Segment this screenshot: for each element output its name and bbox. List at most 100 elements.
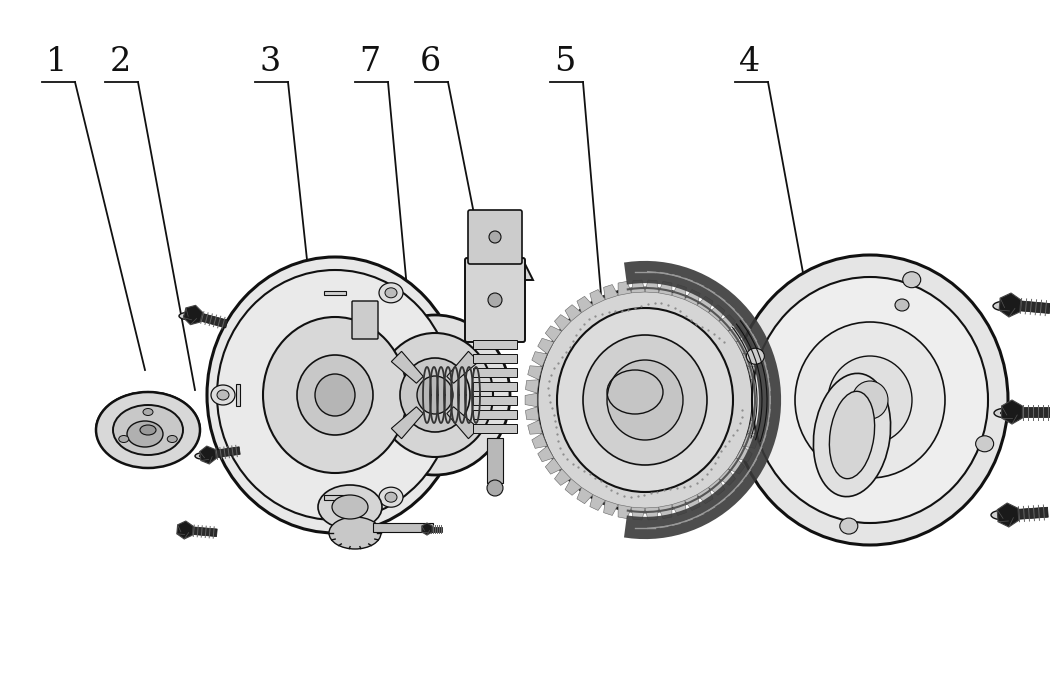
Ellipse shape <box>998 513 1008 517</box>
Circle shape <box>488 293 502 307</box>
Polygon shape <box>422 523 433 535</box>
Ellipse shape <box>994 408 1018 418</box>
Polygon shape <box>528 420 542 434</box>
Polygon shape <box>192 311 228 328</box>
Ellipse shape <box>385 288 397 298</box>
Polygon shape <box>753 393 764 407</box>
Ellipse shape <box>537 288 753 512</box>
Polygon shape <box>729 326 744 342</box>
Polygon shape <box>545 458 562 474</box>
Polygon shape <box>565 304 582 321</box>
Polygon shape <box>392 407 423 439</box>
Polygon shape <box>545 326 562 342</box>
Polygon shape <box>235 384 240 406</box>
Polygon shape <box>729 458 744 474</box>
Polygon shape <box>200 446 216 464</box>
Polygon shape <box>1009 300 1050 314</box>
Circle shape <box>487 480 503 496</box>
Ellipse shape <box>400 358 470 432</box>
Polygon shape <box>604 285 618 300</box>
Bar <box>472 424 517 433</box>
Ellipse shape <box>96 392 200 468</box>
Bar <box>487 438 503 483</box>
Ellipse shape <box>211 385 235 405</box>
Text: 1: 1 <box>46 46 67 78</box>
Ellipse shape <box>329 517 381 549</box>
Polygon shape <box>1000 293 1021 317</box>
Polygon shape <box>742 433 758 449</box>
FancyBboxPatch shape <box>465 258 525 342</box>
Ellipse shape <box>379 487 403 508</box>
Ellipse shape <box>993 301 1017 311</box>
Ellipse shape <box>583 335 707 465</box>
Ellipse shape <box>814 373 890 496</box>
FancyBboxPatch shape <box>352 301 378 339</box>
Ellipse shape <box>991 510 1015 520</box>
Text: 7: 7 <box>359 46 380 78</box>
Polygon shape <box>427 526 442 531</box>
Polygon shape <box>176 521 193 539</box>
Polygon shape <box>185 526 217 537</box>
Polygon shape <box>719 469 735 485</box>
Ellipse shape <box>178 312 197 320</box>
Polygon shape <box>525 407 539 420</box>
Text: 4: 4 <box>739 46 760 78</box>
Text: 6: 6 <box>419 46 441 78</box>
Polygon shape <box>709 479 724 496</box>
Polygon shape <box>709 304 724 321</box>
Ellipse shape <box>195 453 211 459</box>
Ellipse shape <box>1001 411 1011 415</box>
Ellipse shape <box>752 277 988 523</box>
Ellipse shape <box>217 270 453 520</box>
Polygon shape <box>324 495 346 500</box>
Polygon shape <box>748 420 762 434</box>
Polygon shape <box>1008 508 1048 520</box>
Ellipse shape <box>143 409 153 416</box>
Bar <box>472 354 517 363</box>
Polygon shape <box>565 479 582 496</box>
Ellipse shape <box>417 376 453 414</box>
Ellipse shape <box>465 333 475 341</box>
Text: 3: 3 <box>259 46 280 78</box>
Ellipse shape <box>217 390 229 400</box>
Polygon shape <box>538 446 553 462</box>
Ellipse shape <box>975 436 993 452</box>
Ellipse shape <box>119 435 129 442</box>
Bar <box>373 523 433 532</box>
Bar <box>472 340 517 349</box>
Polygon shape <box>658 281 672 295</box>
Polygon shape <box>719 314 735 331</box>
Polygon shape <box>618 505 631 519</box>
Polygon shape <box>576 487 593 504</box>
Polygon shape <box>525 380 539 393</box>
Polygon shape <box>447 351 479 383</box>
Polygon shape <box>697 487 713 504</box>
Polygon shape <box>1012 407 1050 417</box>
Ellipse shape <box>315 374 355 416</box>
Polygon shape <box>604 500 618 515</box>
Polygon shape <box>736 446 752 462</box>
Ellipse shape <box>830 391 875 479</box>
Bar <box>472 368 517 377</box>
Ellipse shape <box>297 355 373 435</box>
Bar <box>472 382 517 391</box>
FancyBboxPatch shape <box>468 210 522 264</box>
Bar <box>472 396 517 405</box>
Ellipse shape <box>385 492 397 502</box>
Polygon shape <box>554 469 571 485</box>
Polygon shape <box>998 503 1018 527</box>
Polygon shape <box>742 351 758 367</box>
Polygon shape <box>532 351 547 367</box>
Polygon shape <box>697 296 713 313</box>
Polygon shape <box>324 290 346 295</box>
Polygon shape <box>1002 400 1023 424</box>
Ellipse shape <box>747 348 764 364</box>
Polygon shape <box>736 338 752 354</box>
Ellipse shape <box>556 308 733 492</box>
Ellipse shape <box>828 356 912 444</box>
Polygon shape <box>618 281 631 295</box>
Polygon shape <box>590 290 605 305</box>
Ellipse shape <box>332 495 368 519</box>
Polygon shape <box>672 285 687 300</box>
Ellipse shape <box>795 322 945 478</box>
